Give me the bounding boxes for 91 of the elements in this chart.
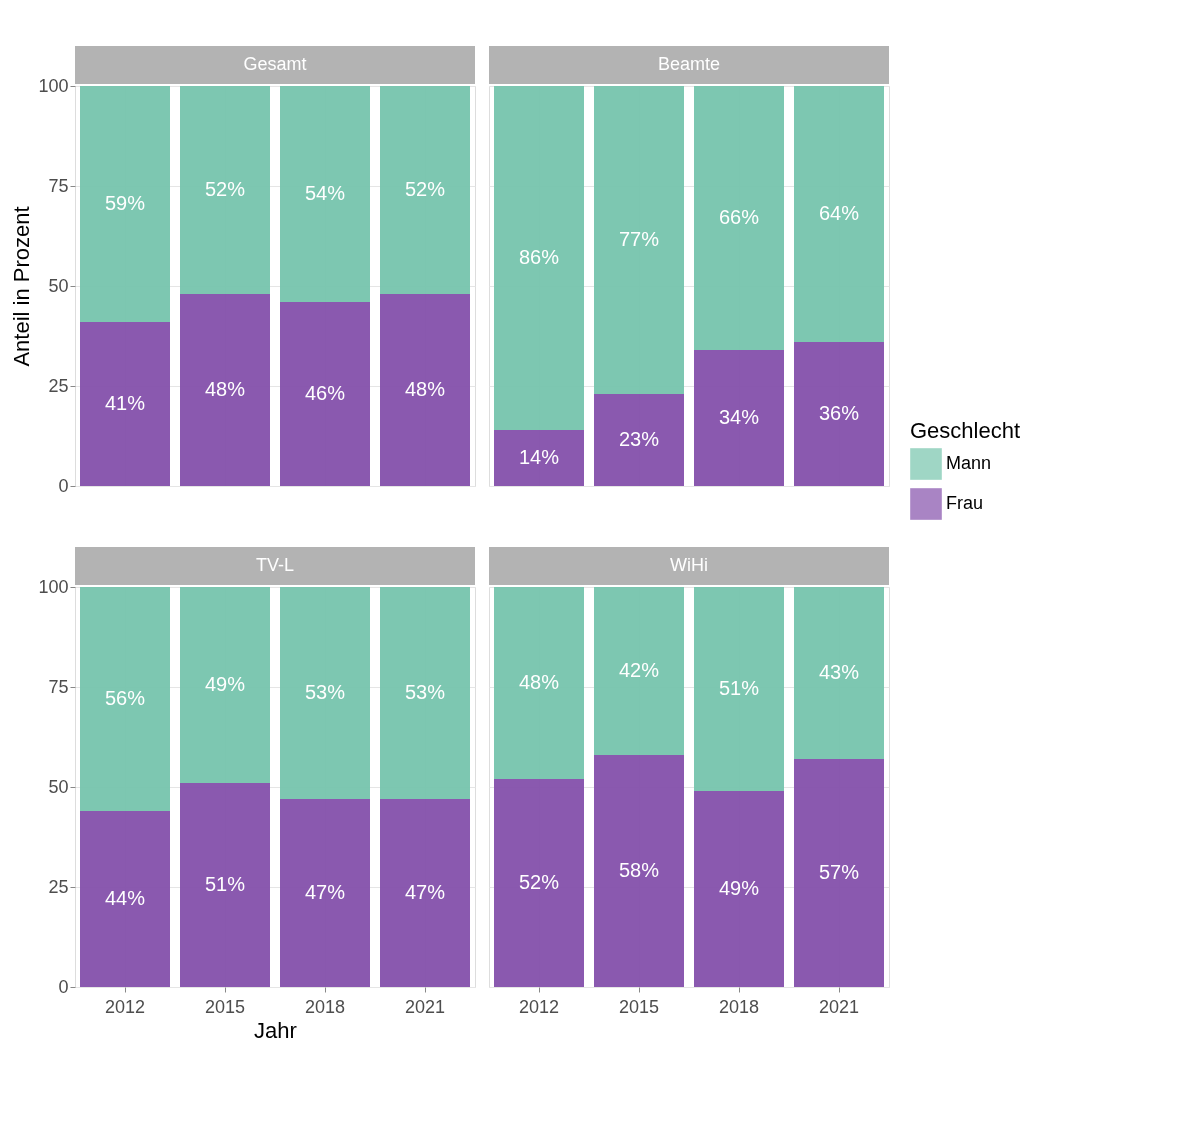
data-label: 57%	[818, 861, 860, 883]
bar	[594, 394, 684, 486]
y-tick-label: 100	[38, 576, 69, 597]
y-tick-label: 100	[38, 75, 69, 96]
data-label: 49%	[718, 877, 760, 899]
data-label: 66%	[718, 206, 760, 228]
data-label: 47%	[304, 881, 346, 903]
data-label: 52%	[404, 178, 446, 200]
data-label: 52%	[518, 871, 560, 893]
data-label: 53%	[404, 681, 446, 703]
bar	[180, 86, 270, 294]
bar	[494, 587, 584, 779]
x-axis-title: Jahr	[254, 1017, 297, 1043]
data-label: 86%	[518, 246, 560, 268]
data-label: 48%	[204, 378, 246, 400]
bar	[280, 302, 370, 486]
data-label: 51%	[718, 677, 760, 699]
bar	[594, 755, 684, 987]
bar	[80, 587, 170, 811]
chart-title: Gesamt	[243, 54, 307, 74]
data-label: 43%	[818, 661, 860, 683]
y-axis-title: Anteil in Prozent	[9, 206, 35, 367]
data-label: 48%	[404, 378, 446, 400]
bar	[80, 811, 170, 987]
data-label: 23%	[618, 428, 660, 450]
y-tick-label: 75	[48, 676, 69, 697]
x-tick-label: 2021	[404, 996, 446, 1017]
x-tick-label: 2012	[104, 996, 146, 1017]
bar	[280, 86, 370, 302]
y-tick-label: 50	[48, 776, 69, 797]
legend-title: Geschlecht	[910, 418, 1021, 443]
bar	[594, 587, 684, 755]
data-label: 46%	[304, 382, 346, 404]
bar	[794, 86, 884, 342]
data-label: 54%	[304, 182, 346, 204]
data-label: 52%	[204, 178, 246, 200]
bar	[380, 294, 470, 486]
bar	[280, 799, 370, 987]
x-tick-label: 2012	[518, 996, 560, 1017]
bar	[280, 587, 370, 799]
bar	[494, 779, 584, 987]
bar	[794, 587, 884, 759]
bar	[594, 86, 684, 394]
y-tick-label: 50	[48, 275, 69, 296]
data-label: 34%	[718, 406, 760, 428]
data-label: 59%	[104, 192, 146, 214]
y-tick-label: 0	[58, 976, 69, 997]
legend-label: Mann	[946, 453, 992, 473]
bar	[80, 322, 170, 486]
x-tick-label: 2015	[204, 996, 246, 1017]
legend-label: Frau	[946, 493, 984, 513]
x-tick-label: 2021	[818, 996, 860, 1017]
data-label: 51%	[204, 873, 246, 895]
bar	[380, 587, 470, 799]
y-tick-label: 75	[48, 175, 69, 196]
bar	[794, 342, 884, 486]
bar	[180, 587, 270, 783]
chart-title: TV-L	[255, 555, 295, 575]
data-label: 47%	[404, 881, 446, 903]
bar	[180, 783, 270, 987]
data-label: 44%	[104, 887, 146, 909]
bar	[380, 86, 470, 294]
y-tick-label: 25	[48, 876, 69, 897]
bar	[694, 86, 784, 350]
bar	[180, 294, 270, 486]
data-label: 53%	[304, 681, 346, 703]
bar	[494, 86, 584, 430]
bar	[380, 799, 470, 987]
chart-title: WiHi	[670, 555, 708, 575]
x-tick-label: 2018	[718, 996, 760, 1017]
data-label: 42%	[618, 659, 660, 681]
bar	[694, 587, 784, 791]
chart-title: Beamte	[657, 54, 721, 74]
y-tick-label: 25	[48, 375, 69, 396]
bar	[80, 86, 170, 322]
data-label: 56%	[104, 687, 146, 709]
bar	[694, 350, 784, 486]
data-label: 64%	[818, 202, 860, 224]
bar	[694, 791, 784, 987]
data-label: 36%	[818, 402, 860, 424]
y-tick-label: 0	[58, 475, 69, 496]
x-tick-label: 2018	[304, 996, 346, 1017]
data-label: 77%	[618, 228, 660, 250]
data-label: 58%	[618, 859, 660, 881]
data-label: 14%	[518, 446, 560, 468]
bar	[794, 759, 884, 987]
x-tick-label: 2015	[618, 996, 660, 1017]
bar	[494, 430, 584, 486]
data-label: 48%	[518, 671, 560, 693]
data-label: 41%	[104, 392, 146, 414]
data-label: 49%	[204, 673, 246, 695]
